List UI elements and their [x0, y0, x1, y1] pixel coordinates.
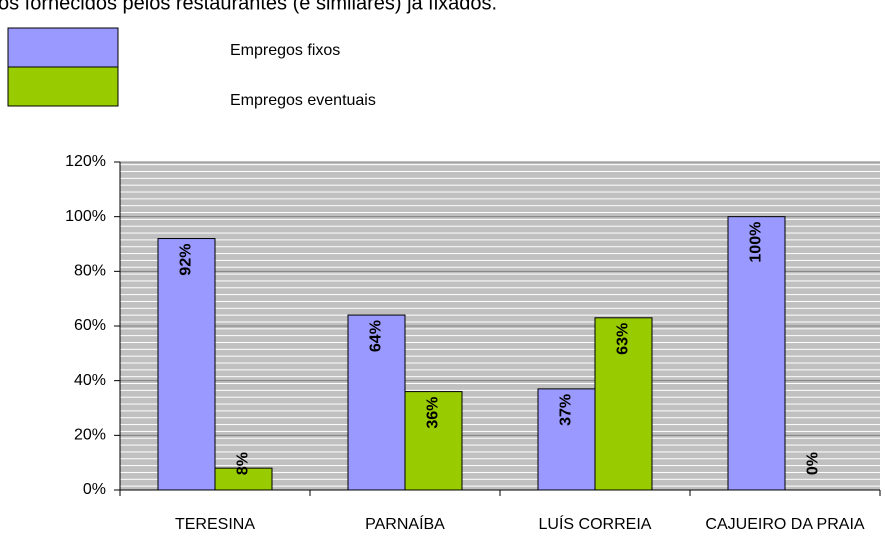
data-label: 36% — [425, 397, 442, 429]
y-tick-label: 80% — [74, 263, 106, 280]
x-tick-label: CAJUEIRO DA PRAIA — [705, 516, 865, 533]
bar — [347, 314, 406, 491]
bar — [157, 238, 216, 491]
chart-title: os fornecidos pelos restaurantes (e simi… — [0, 0, 497, 14]
bar — [727, 216, 786, 491]
y-tick-label: 0% — [83, 481, 106, 498]
data-label: 100% — [748, 222, 765, 263]
x-tick-label: TERESINA — [174, 516, 255, 533]
y-tick-label: 100% — [65, 208, 106, 225]
bar — [214, 467, 273, 491]
data-label: 0% — [805, 452, 822, 475]
x-tick-label: LUÍS CORREIA — [538, 516, 652, 533]
data-label: 92% — [178, 244, 195, 276]
bar — [404, 391, 463, 491]
data-label: 37% — [558, 394, 575, 426]
legend-label: Empregos eventuais — [230, 92, 376, 109]
data-label: 8% — [235, 452, 252, 475]
data-label: 63% — [615, 323, 632, 355]
bar — [594, 317, 653, 491]
data-label: 64% — [368, 320, 385, 352]
legend-swatch — [7, 27, 119, 68]
y-tick-label: 60% — [74, 317, 106, 334]
bar — [537, 388, 596, 491]
legend-swatch — [7, 66, 119, 107]
y-tick-label: 40% — [74, 372, 106, 389]
x-tick-label: PARNAÍBA — [365, 516, 445, 533]
y-tick-label: 20% — [74, 427, 106, 444]
legend-label: Empregos fixos — [230, 42, 340, 59]
y-tick-label: 120% — [65, 153, 106, 170]
